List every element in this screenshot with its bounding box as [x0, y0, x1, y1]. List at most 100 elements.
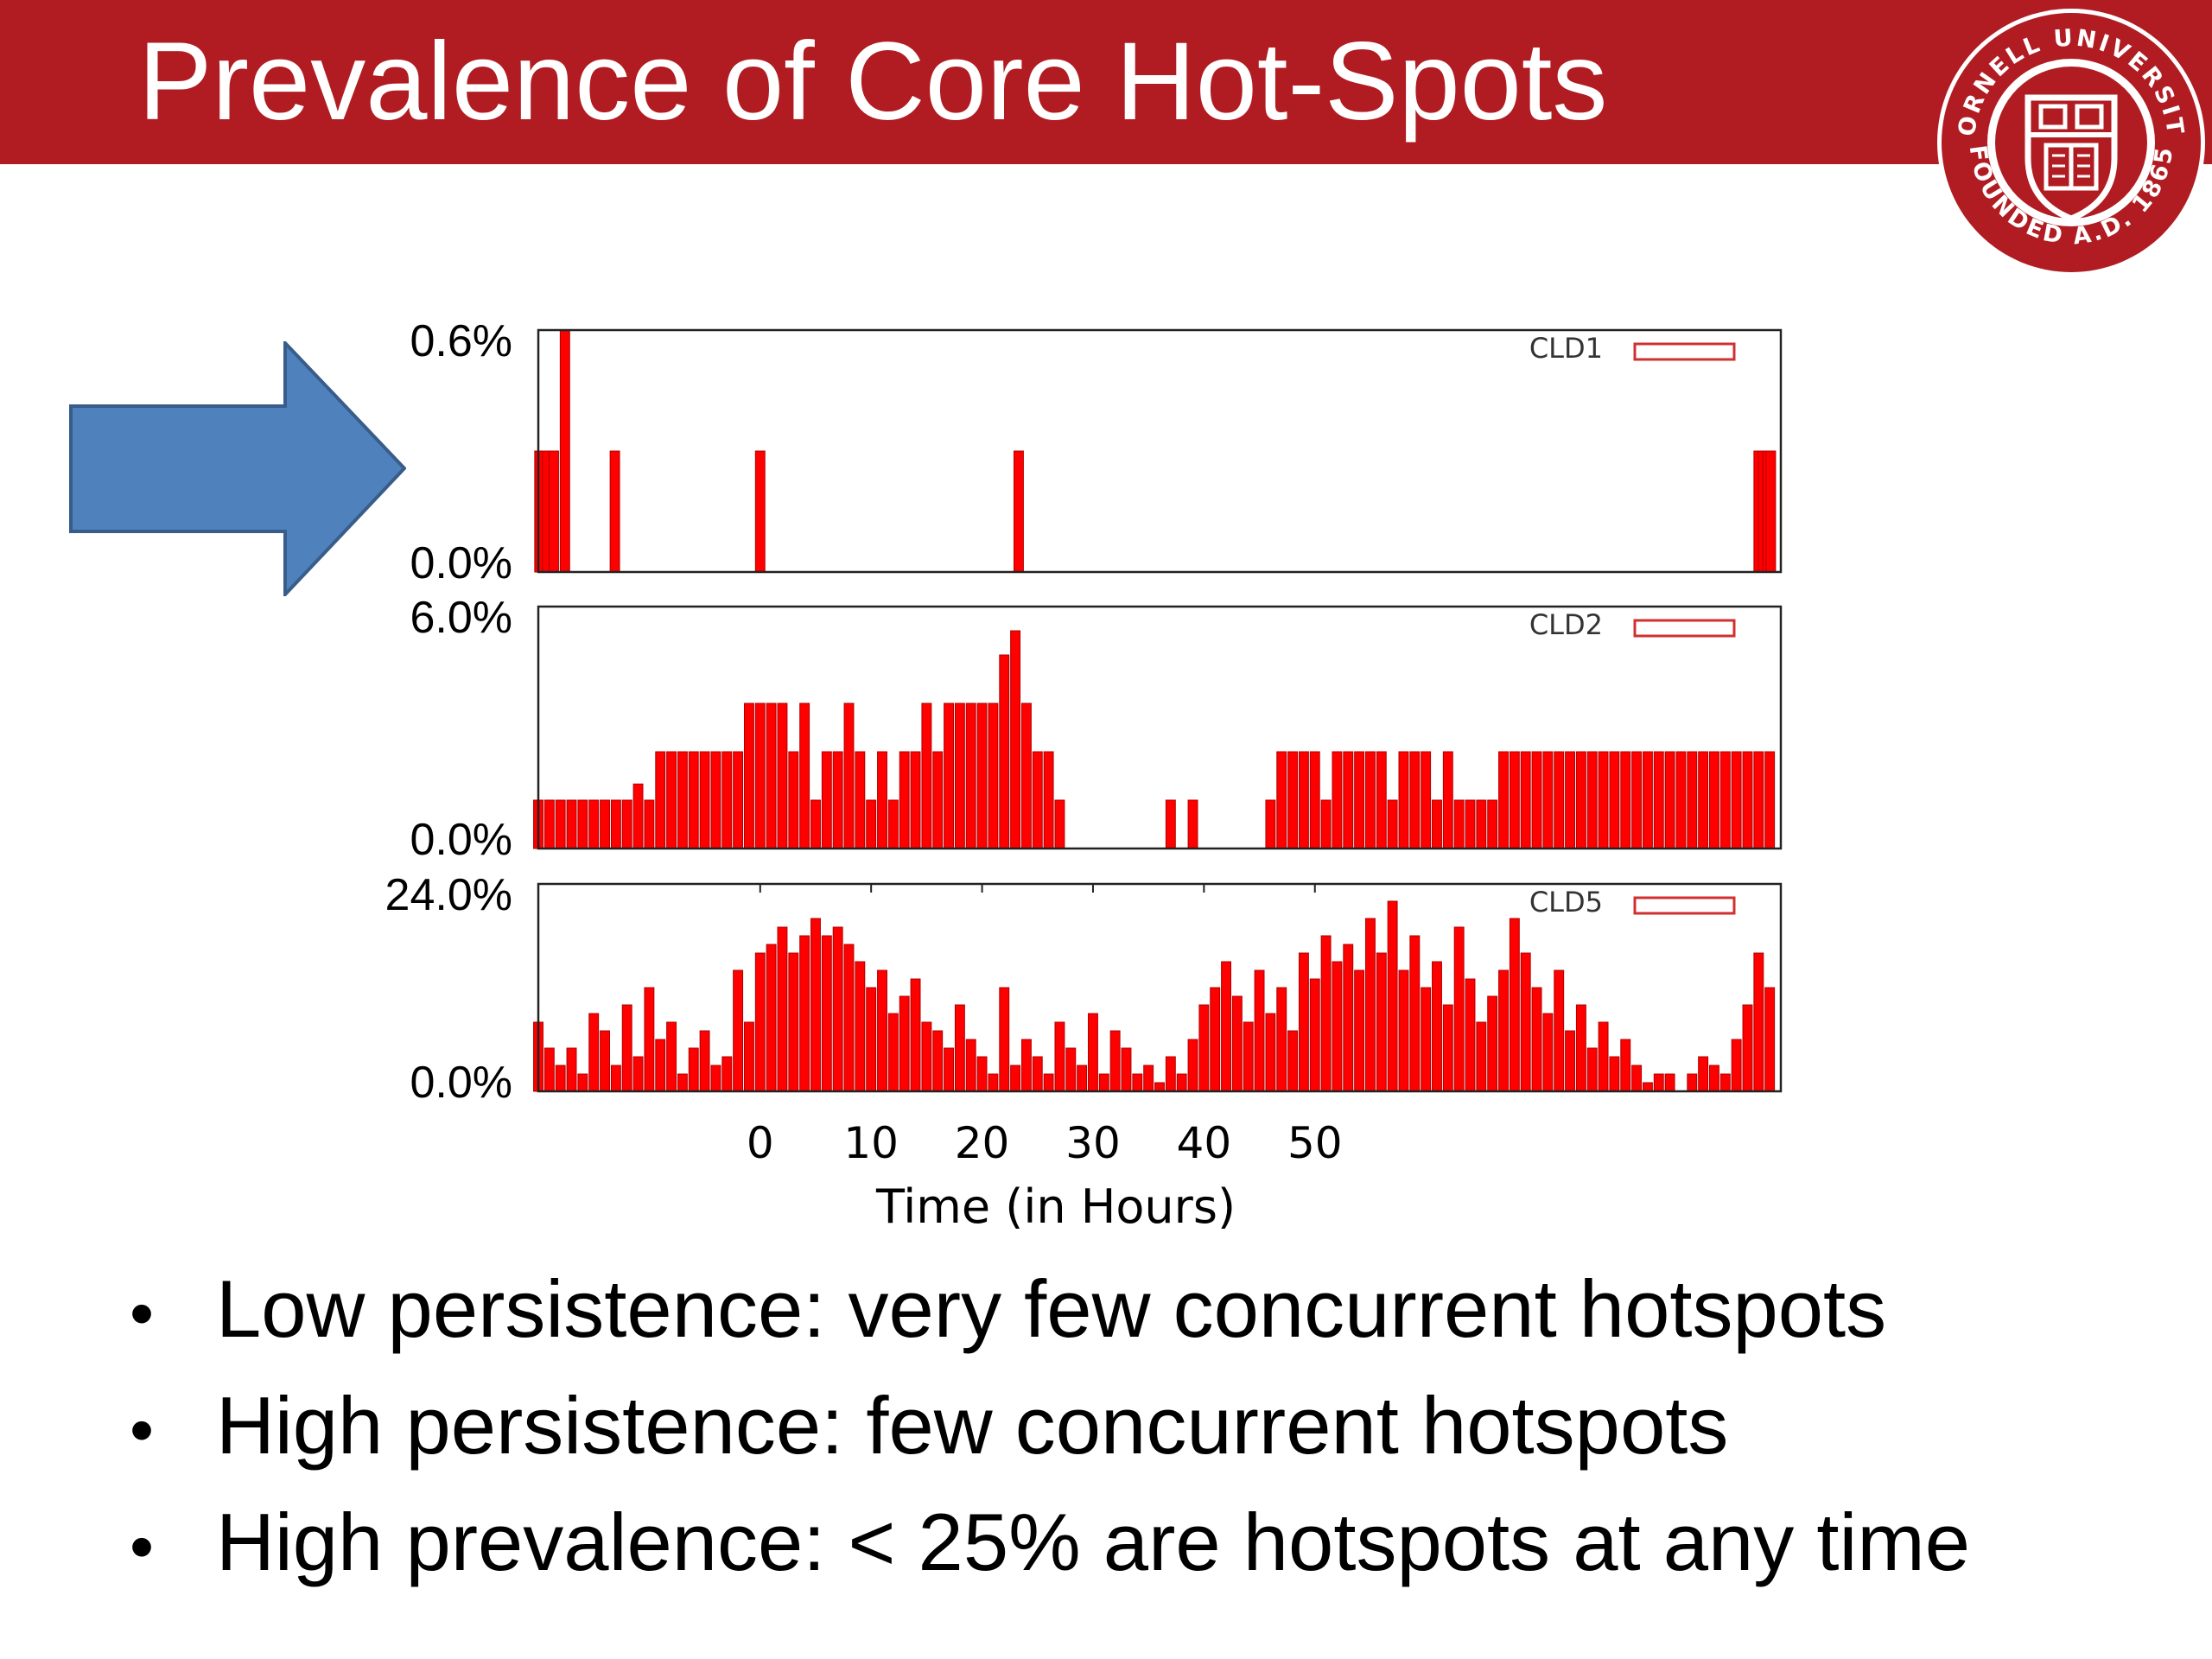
bar: [843, 944, 855, 1092]
x-axis-label: Time (in Hours): [875, 1179, 1236, 1234]
right-arrow-icon: [69, 341, 406, 596]
bar: [1320, 799, 1332, 849]
bar: [1088, 1013, 1098, 1092]
bar: [1243, 1021, 1254, 1092]
bar: [1265, 1013, 1276, 1092]
bar: [1165, 799, 1176, 849]
bar: [1554, 751, 1565, 849]
bar: [577, 1073, 588, 1092]
bar: [754, 952, 766, 1092]
bar: [1043, 1073, 1054, 1092]
bar: [1631, 751, 1643, 849]
bar: [1020, 702, 1032, 849]
bar: [644, 799, 655, 849]
bar: [621, 1004, 632, 1092]
bar: [1354, 969, 1365, 1092]
bar: [1609, 751, 1620, 849]
bar: [1265, 799, 1276, 849]
bar: [710, 751, 721, 849]
bar: [1054, 1021, 1065, 1092]
bar: [1077, 1065, 1088, 1092]
bar: [1709, 751, 1719, 849]
bar: [1343, 751, 1354, 849]
bar: [1719, 1073, 1731, 1092]
bar: [1742, 751, 1753, 849]
bar: [577, 799, 588, 849]
bar: [1065, 1047, 1077, 1092]
bar: [1098, 1073, 1109, 1092]
bar: [1709, 1065, 1719, 1092]
bar: [1753, 751, 1764, 849]
bar: [1010, 630, 1021, 849]
x-tick-label: 40: [1177, 1118, 1232, 1168]
bar: [976, 1056, 988, 1092]
bar: [1698, 751, 1709, 849]
bar: [944, 702, 955, 849]
bar: [855, 961, 866, 1092]
bar: [1231, 995, 1243, 1092]
bar: [610, 1065, 621, 1092]
bar: [1154, 1082, 1165, 1092]
bar: [699, 1030, 710, 1092]
x-tick-label: 20: [955, 1118, 1010, 1168]
y-tick-label: 24.0%: [385, 870, 512, 920]
bar: [899, 751, 910, 849]
bar: [1010, 1065, 1021, 1092]
bar: [1254, 969, 1265, 1092]
bar: [1298, 952, 1309, 1092]
bar: [566, 799, 577, 849]
bar: [965, 702, 976, 849]
bar: [1032, 1056, 1043, 1092]
bar: [1620, 1039, 1631, 1092]
bar: [1731, 751, 1742, 849]
bullet-text: Low persistence: very few concurrent hot…: [216, 1263, 1887, 1354]
legend-swatch: [1633, 342, 1736, 361]
bar: [1387, 900, 1398, 1092]
bar: [821, 751, 832, 849]
bar: [866, 799, 877, 849]
panel-frame: [537, 605, 1783, 850]
bar: [1020, 1039, 1032, 1092]
bar: [1542, 1013, 1554, 1092]
bar: [600, 799, 610, 849]
bar: [1187, 1039, 1198, 1092]
bar: [877, 751, 887, 849]
bar: [821, 935, 832, 1092]
bar: [754, 702, 766, 849]
bar: [1465, 799, 1476, 849]
bar: [1631, 1065, 1643, 1092]
bullet-item: • Low persistence: very few concurrent ho…: [130, 1253, 1970, 1370]
bar: [810, 918, 821, 1092]
bar: [555, 799, 566, 849]
bar: [965, 1039, 976, 1092]
bar: [988, 1073, 999, 1092]
bullet-item: • High persistence: few concurrent hotspo…: [130, 1370, 1970, 1486]
bar: [944, 1047, 955, 1092]
bar: [1376, 751, 1387, 849]
bar: [632, 783, 644, 849]
bar: [832, 751, 843, 849]
bar: [1509, 918, 1520, 1092]
bar: [777, 926, 788, 1092]
bar: [710, 1065, 721, 1092]
bar: [754, 450, 766, 573]
bar: [887, 799, 899, 849]
bar: [610, 799, 621, 849]
bar: [588, 799, 600, 849]
bar: [1531, 987, 1542, 1092]
bar: [799, 702, 810, 849]
bar: [543, 799, 555, 849]
bullet-item: • High prevalence: < 25% are hotspots at …: [130, 1486, 1970, 1603]
bar: [655, 1039, 666, 1092]
panel-frame: [537, 328, 1783, 574]
bar: [721, 751, 733, 849]
bar: [1487, 995, 1498, 1092]
bar: [555, 1065, 566, 1092]
bar: [766, 944, 777, 1092]
bar: [1210, 987, 1221, 1092]
bar: [743, 702, 754, 849]
bar: [988, 702, 999, 849]
bar: [1453, 799, 1465, 849]
bar: [899, 995, 910, 1092]
bar: [1531, 751, 1542, 849]
